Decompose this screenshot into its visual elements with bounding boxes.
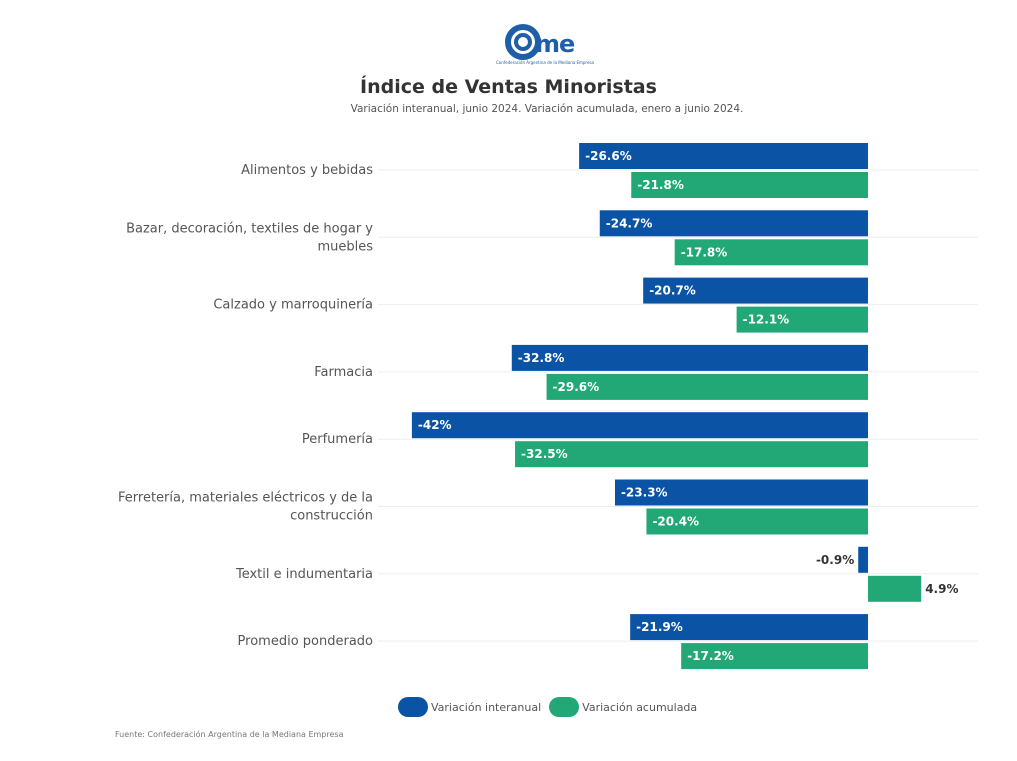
bar-interanual	[858, 546, 868, 573]
bar-value-label: -42%	[418, 418, 452, 432]
bar-value-label: -21.9%	[636, 620, 683, 634]
bar-interanual	[599, 210, 868, 237]
bar-interanual	[579, 143, 868, 169]
bar-value-label: -29.6%	[553, 380, 600, 394]
chart-subtitle: Variación interanual, junio 2024. Variac…	[350, 103, 744, 115]
bar-value-label: -21.8%	[637, 178, 684, 192]
bar-value-label: 4.9%	[925, 582, 958, 596]
category-label: Bazar, decoración, textiles de hogar y mu…	[126, 221, 373, 254]
bar-value-label: -12.1%	[743, 313, 790, 327]
bar-acumulada	[646, 508, 868, 535]
bar-value-label: -20.7%	[649, 284, 696, 298]
bar-interanual	[411, 412, 868, 439]
bar-interanual	[630, 614, 868, 641]
bar-value-label: -20.4%	[652, 515, 699, 529]
bar-acumulada	[674, 239, 868, 266]
category-label-line: construcción	[290, 509, 373, 524]
legend-item-acumulada[interactable]: Variación acumulada	[549, 697, 697, 717]
category-label: Calzado y marroquinería	[213, 298, 373, 313]
legend: Variación interanual Variación acumulada	[398, 697, 705, 717]
category-label: Alimentos y bebidas	[241, 163, 373, 178]
bar-value-label: -32.5%	[521, 447, 568, 461]
bar-value-label: -24.7%	[606, 216, 653, 230]
category-label: Textil e indumentaria	[235, 567, 373, 582]
category-label: Ferretería, materiales eléctricos y de l…	[118, 491, 373, 524]
legend-item-interanual[interactable]: Variación interanual	[398, 697, 541, 717]
bar-value-label: -32.8%	[518, 351, 565, 365]
bar-acumulada	[546, 373, 868, 400]
bar-value-label: -26.6%	[585, 149, 632, 163]
category-label-line: muebles	[317, 239, 373, 254]
legend-swatch-acumulada	[549, 697, 580, 717]
bar-acumulada	[868, 575, 922, 602]
bar-value-label: -0.9%	[816, 553, 854, 567]
bar-value-label: -17.2%	[687, 649, 734, 663]
bar-value-label: -17.8%	[681, 245, 728, 259]
category-label-line: Ferretería, materiales eléctricos y de l…	[118, 491, 373, 506]
category-label: Perfumería	[302, 432, 373, 447]
category-label-line: Calzado y marroquinería	[213, 298, 373, 313]
category-label: Farmacia	[314, 365, 373, 380]
source-note: Fuente: Confederación Argentina de la Me…	[115, 730, 344, 739]
bar-acumulada	[515, 441, 868, 468]
category-label-line: Farmacia	[314, 365, 373, 380]
legend-swatch-interanual	[398, 697, 428, 717]
category-label-line: Alimentos y bebidas	[241, 163, 373, 178]
bar-interanual	[511, 344, 868, 371]
bar-interanual	[614, 479, 868, 506]
category-label-line: Perfumería	[302, 432, 373, 447]
bar-acumulada	[681, 643, 868, 670]
category-label: Promedio ponderado	[238, 634, 373, 649]
category-label-line: Textil e indumentaria	[235, 567, 373, 582]
bar-value-label: -23.3%	[621, 486, 668, 500]
bar-acumulada	[736, 306, 868, 333]
bar-interanual	[643, 277, 868, 304]
category-label-line: Promedio ponderado	[238, 634, 373, 649]
bar-chart: Alimentos y bebidas -26.6% -21.8% Bazar, de…	[118, 143, 978, 670]
legend-label: Variación acumulada	[582, 700, 698, 714]
category-label-line: Bazar, decoración, textiles de hogar y	[126, 221, 373, 236]
chart-title: Índice de Ventas Minoristas	[360, 76, 657, 98]
came-logo-icon: me	[505, 24, 576, 60]
svg-text:me: me	[535, 30, 575, 58]
bar-acumulada	[631, 172, 868, 198]
logo-subtitle: Confederación Argentina de la Mediana Em…	[496, 60, 594, 65]
came-logo: me	[505, 22, 585, 68]
legend-label: Variación interanual	[431, 700, 542, 714]
